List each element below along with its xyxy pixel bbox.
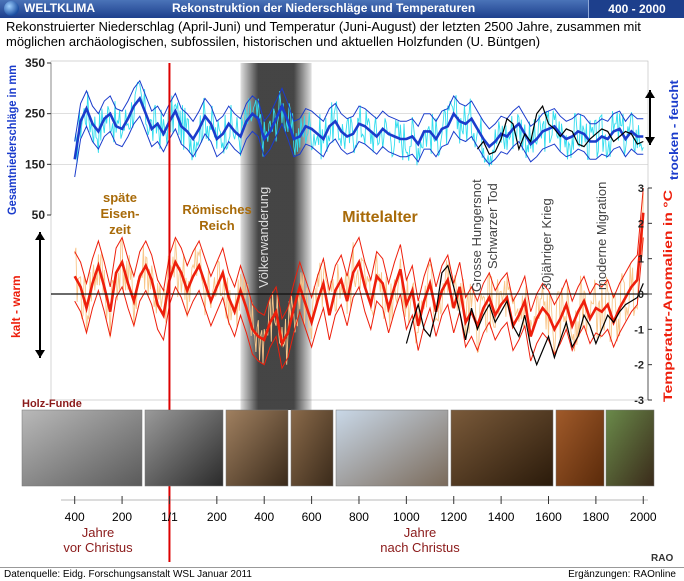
temp-measured-series xyxy=(405,264,644,367)
x-tick-label: 800 xyxy=(349,510,369,524)
rao-logo: RAO xyxy=(651,553,674,564)
header-bar: WELTKLIMA Rekonstruktion der Niederschlä… xyxy=(0,0,684,18)
temp-tick-label: -1 xyxy=(634,324,644,336)
dry-wet-label: trocken - feucht xyxy=(667,80,681,180)
brand-label: WELTKLIMA xyxy=(24,1,96,15)
precip-tick-label: 250 xyxy=(25,107,45,121)
chart-subtitle: Rekonstruierter Niederschlag (April-Juni… xyxy=(6,19,641,49)
footer-bar: Datenquelle: Eidg. Forschungsanstalt WSL… xyxy=(0,567,684,581)
temp-tick-label: 1 xyxy=(638,254,644,266)
x-tick-label: 1400 xyxy=(488,510,515,524)
temp-tick-label: -3 xyxy=(634,395,644,407)
temp-tick-label: 2 xyxy=(638,218,644,230)
wood-find-photo xyxy=(555,409,605,487)
cold-warm-arrow-head-top xyxy=(35,232,45,240)
x-tick-label: 200 xyxy=(207,510,227,524)
event-modern-migration: moderne Migration xyxy=(594,182,609,290)
x-tick-label: 1/1 xyxy=(161,510,178,524)
temp-tick-label: -2 xyxy=(634,360,644,372)
wood-find-photo xyxy=(225,409,289,487)
globe-icon xyxy=(4,1,19,16)
era-middle-ages: Mittelalter xyxy=(342,209,418,226)
wood-find-photo xyxy=(144,409,224,487)
event-great-famine: Grosse Hungersnot xyxy=(469,179,484,292)
wood-find-photo xyxy=(335,409,449,487)
x-label-bc: Jahre vor Christus xyxy=(63,525,133,555)
cold-warm-label: kalt - warm xyxy=(9,275,23,338)
dry-wet-arrow-head-bottom xyxy=(645,137,655,145)
x-tick-label: 400 xyxy=(254,510,274,524)
era-roman-empire: Römisches Reich xyxy=(182,202,251,233)
temp-tick-label: 0 xyxy=(638,289,644,301)
wood-finds-label: Holz-Funde xyxy=(22,398,82,410)
dry-wet-arrow-head-top xyxy=(645,90,655,98)
precip-tick-label: 50 xyxy=(32,208,46,222)
page-title: Rekonstruktion der Niederschläge und Tem… xyxy=(172,1,476,15)
x-tick-label: 1800 xyxy=(583,510,610,524)
era-late-iron-age: späte Eisen-zeit xyxy=(100,190,139,237)
wood-find-photo xyxy=(605,409,655,487)
precip-tick-label: 150 xyxy=(25,157,45,171)
credit-text: Ergänzungen: RAOnline xyxy=(568,569,676,580)
wood-find-photo xyxy=(450,409,554,487)
precip-tick-label: 350 xyxy=(25,56,45,70)
event-black-death: Schwarzer Tod xyxy=(485,183,500,269)
plot-frame xyxy=(50,60,649,401)
x-tick-label: 200 xyxy=(112,510,132,524)
wood-find-photo xyxy=(290,409,334,487)
event-thirty-years-war: 30jähriger Krieg xyxy=(539,198,554,290)
x-label-ad: Jahre nach Christus xyxy=(380,525,460,555)
cold-warm-arrow-head-bottom xyxy=(35,350,45,358)
precip-axis-title: Gesamtniederschläge in mm xyxy=(5,65,19,215)
x-tick-label: 1600 xyxy=(535,510,562,524)
data-source: Datenquelle: Eidg. Forschungsanstalt WSL… xyxy=(4,569,252,580)
temp-tick-label: 3 xyxy=(638,183,644,195)
wood-find-photo xyxy=(21,409,143,487)
event-migration-period: Völkerwanderung xyxy=(256,187,271,288)
x-tick-label: 1000 xyxy=(393,510,420,524)
temp-axis-title: Temperatur-Anomalien in °C xyxy=(661,190,675,402)
x-tick-label: 2000 xyxy=(630,510,657,524)
year-range-badge: 400 - 2000 xyxy=(588,0,684,18)
x-tick-label: 1200 xyxy=(440,510,467,524)
x-tick-label: 600 xyxy=(302,510,322,524)
x-tick-label: 400 xyxy=(65,510,85,524)
precip-measured-series xyxy=(476,104,644,155)
